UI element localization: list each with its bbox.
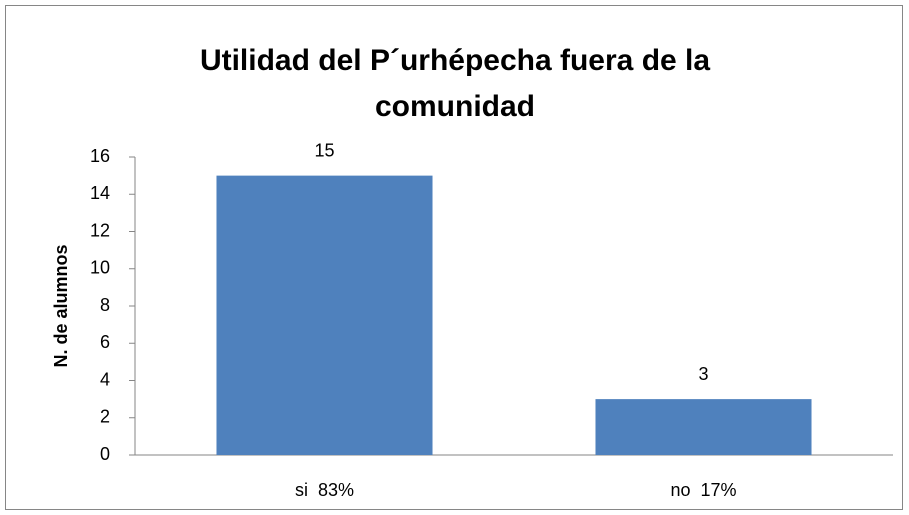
y-tick-label: 12 [90, 220, 110, 240]
y-tick-label: 10 [90, 258, 110, 278]
y-tick-label: 8 [100, 295, 110, 315]
y-tick-label: 6 [100, 332, 110, 352]
chart-title: Utilidad del P´urhépecha fuera de la com… [199, 44, 711, 123]
y-tick-label: 16 [90, 146, 110, 166]
data-label: 15 [314, 140, 334, 160]
x-tick-label: si 83% [295, 480, 354, 500]
bar [216, 175, 433, 455]
y-tick-label: 2 [100, 407, 110, 427]
y-tick-label: 14 [90, 183, 110, 203]
bar [595, 399, 812, 455]
x-tick-label: no 17% [670, 480, 736, 500]
y-tick-label: 0 [100, 444, 110, 464]
data-label: 3 [698, 364, 708, 384]
y-tick-label: 4 [100, 369, 110, 389]
y-axis-label: N. de alumnos [51, 244, 71, 367]
